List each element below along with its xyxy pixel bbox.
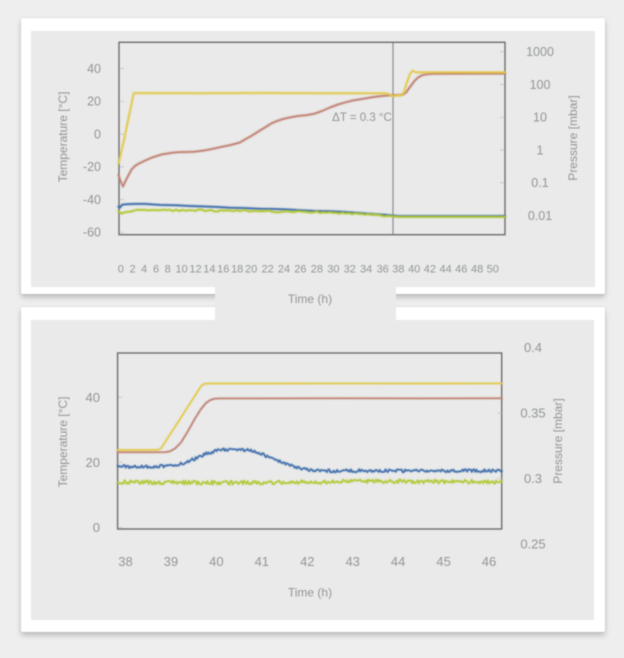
svg-text:43: 43 [345, 554, 359, 569]
svg-text:Pressure [mbar]: Pressure [mbar] [551, 398, 565, 483]
svg-text:Time (h): Time (h) [288, 292, 332, 306]
svg-text:18: 18 [231, 264, 243, 276]
svg-text:16: 16 [217, 264, 229, 276]
svg-text:32: 32 [344, 264, 356, 276]
svg-text:-60: -60 [83, 226, 101, 240]
svg-text:30: 30 [327, 264, 339, 276]
svg-text:4: 4 [141, 264, 147, 276]
svg-text:24: 24 [278, 264, 290, 276]
svg-text:40: 40 [209, 554, 223, 569]
svg-text:Time (h): Time (h) [288, 586, 332, 600]
svg-text:Temperature [°C]: Temperature [°C] [56, 92, 70, 183]
svg-text:36: 36 [377, 264, 389, 276]
svg-text:12: 12 [189, 264, 201, 276]
svg-text:Pressure [mbar]: Pressure [mbar] [566, 95, 580, 180]
svg-text:-40: -40 [83, 193, 101, 207]
svg-text:6: 6 [153, 264, 159, 276]
svg-text:46: 46 [482, 554, 496, 569]
svg-text:0.35: 0.35 [520, 406, 545, 421]
svg-text:46: 46 [455, 264, 467, 276]
svg-text:0: 0 [94, 127, 101, 141]
svg-text:0.3: 0.3 [524, 471, 542, 486]
svg-text:42: 42 [300, 554, 314, 569]
svg-text:41: 41 [255, 554, 269, 569]
svg-text:2: 2 [129, 264, 135, 276]
svg-text:39: 39 [164, 554, 178, 569]
svg-text:20: 20 [87, 95, 101, 109]
svg-text:0.25: 0.25 [520, 537, 545, 552]
svg-text:40: 40 [87, 62, 101, 76]
svg-text:40: 40 [86, 390, 100, 405]
svg-text:Temperature [°C]: Temperature [°C] [56, 397, 70, 488]
svg-text:38: 38 [118, 554, 132, 569]
svg-text:34: 34 [360, 264, 372, 276]
svg-text:8: 8 [165, 264, 171, 276]
svg-text:20: 20 [86, 455, 100, 470]
svg-text:50: 50 [487, 264, 499, 276]
svg-text:48: 48 [471, 264, 483, 276]
svg-text:0.4: 0.4 [524, 340, 542, 355]
svg-text:100: 100 [530, 78, 551, 92]
svg-text:1: 1 [537, 143, 544, 157]
svg-text:28: 28 [311, 264, 323, 276]
svg-text:44: 44 [439, 264, 451, 276]
svg-text:44: 44 [391, 554, 405, 569]
svg-text:40: 40 [408, 264, 420, 276]
svg-text:14: 14 [203, 264, 215, 276]
svg-text:38: 38 [392, 264, 404, 276]
svg-text:-20: -20 [83, 160, 101, 174]
svg-text:26: 26 [294, 264, 306, 276]
svg-text:ΔT = 0.3 °C: ΔT = 0.3 °C [332, 112, 392, 124]
svg-text:42: 42 [424, 264, 436, 276]
svg-text:10: 10 [533, 111, 547, 125]
svg-text:20: 20 [245, 264, 257, 276]
svg-text:10: 10 [175, 264, 187, 276]
svg-text:1000: 1000 [526, 45, 554, 59]
svg-text:0.1: 0.1 [531, 176, 548, 190]
svg-text:0.01: 0.01 [528, 209, 552, 223]
svg-text:22: 22 [261, 264, 273, 276]
svg-text:45: 45 [436, 554, 450, 569]
svg-text:0: 0 [93, 520, 100, 535]
svg-text:0: 0 [118, 264, 124, 276]
